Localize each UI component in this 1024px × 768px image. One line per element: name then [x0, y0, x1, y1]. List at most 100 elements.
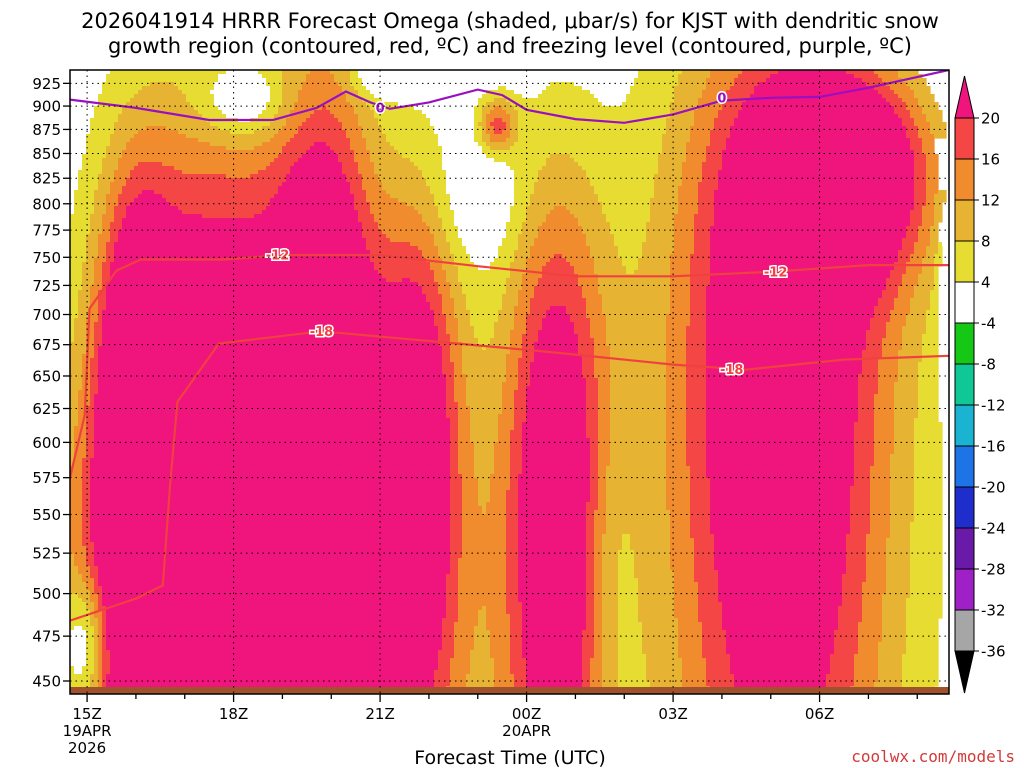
- omega-shade-cell: [890, 314, 907, 319]
- omega-shade-cell: [466, 306, 503, 311]
- omega-shade-cell: [354, 150, 371, 155]
- omega-shade-cell: [70, 654, 87, 659]
- omega-shade-cell: [450, 678, 467, 683]
- omega-shade-cell: [910, 254, 927, 259]
- omega-shade-cell: [94, 350, 99, 355]
- omega-shade-cell: [462, 238, 503, 243]
- omega-shade-cell: [94, 414, 447, 419]
- omega-shade-cell: [870, 506, 891, 511]
- omega-shade-cell: [646, 222, 675, 227]
- omega-shade-cell: [418, 282, 439, 287]
- omega-shade-cell: [618, 570, 635, 575]
- omega-shade-cell: [86, 246, 99, 251]
- omega-shade-cell: [886, 82, 907, 87]
- omega-shade-cell: [870, 470, 891, 475]
- omega-shade-cell: [594, 350, 611, 355]
- omega-shade-cell: [102, 266, 111, 271]
- omega-shade-cell: [898, 362, 919, 367]
- omega-shade-cell: [858, 650, 879, 655]
- omega-shade-cell: [434, 198, 451, 203]
- omega-shade-cell: [86, 442, 95, 447]
- omega-shade-cell: [70, 142, 87, 147]
- omega-shade-cell: [670, 290, 691, 295]
- omega-shade-cell: [914, 206, 923, 211]
- omega-shade-cell: [70, 282, 83, 287]
- omega-shade-cell: [838, 626, 859, 631]
- omega-shade-cell: [934, 198, 947, 203]
- omega-shade-cell: [98, 94, 135, 99]
- omega-shade-cell: [86, 234, 99, 239]
- omega-shade-cell: [906, 630, 939, 635]
- omega-shade-cell: [330, 146, 351, 151]
- omega-shade-cell: [354, 158, 371, 163]
- omega-shade-cell: [450, 354, 463, 359]
- omega-shade-cell: [610, 414, 667, 419]
- omega-shade-cell: [914, 490, 943, 495]
- omega-shade-cell: [450, 338, 459, 343]
- omega-shade-cell: [450, 286, 463, 291]
- omega-shade-cell: [882, 594, 911, 599]
- omega-shade-cell: [454, 398, 467, 403]
- omega-shade-cell: [910, 594, 943, 599]
- omega-shade-cell: [442, 354, 451, 359]
- omega-shade-cell: [414, 106, 475, 111]
- omega-shade-cell: [594, 594, 603, 599]
- omega-shade-cell: [666, 330, 687, 335]
- omega-shade-cell: [638, 598, 675, 603]
- omega-shade-cell: [510, 134, 519, 139]
- omega-shade-cell: [446, 186, 515, 191]
- omega-shade-cell: [618, 574, 635, 579]
- omega-shade-cell: [90, 678, 99, 683]
- omega-shade-cell: [642, 630, 679, 635]
- omega-shade-cell: [102, 646, 107, 651]
- omega-shade-cell: [78, 294, 91, 299]
- omega-shade-cell: [510, 670, 527, 675]
- omega-shade-cell: [586, 238, 615, 243]
- omega-shade-cell: [510, 626, 523, 631]
- omega-shade-cell: [70, 622, 91, 627]
- omega-shade-cell: [182, 170, 259, 175]
- omega-shade-cell: [610, 370, 667, 375]
- omega-shade-cell: [70, 490, 83, 495]
- omega-shade-cell: [434, 126, 475, 131]
- omega-shade-cell: [450, 534, 463, 539]
- omega-shade-cell: [702, 94, 727, 99]
- omega-shade-cell: [434, 234, 447, 239]
- omega-shade-cell: [710, 74, 739, 79]
- omega-shade-cell: [70, 470, 83, 475]
- omega-shade-cell: [686, 394, 707, 399]
- omega-shade-cell: [210, 142, 263, 147]
- omega-shade-cell: [610, 366, 667, 371]
- omega-shade-cell: [874, 450, 895, 455]
- omega-shade-cell: [758, 82, 867, 87]
- omega-shade-cell: [90, 378, 99, 383]
- omega-shade-cell: [374, 170, 423, 175]
- omega-shade-cell: [278, 190, 351, 195]
- omega-shade-cell: [694, 234, 711, 239]
- omega-shade-cell: [706, 470, 855, 475]
- omega-shade-cell: [618, 646, 643, 651]
- omega-shade-cell: [890, 498, 915, 503]
- omega-shade-cell: [902, 682, 939, 687]
- omega-shade-cell: [890, 526, 911, 531]
- omega-shade-cell: [902, 674, 939, 679]
- omega-shade-cell: [634, 570, 675, 575]
- omega-shade-cell: [586, 590, 595, 595]
- omega-shade-cell: [678, 630, 703, 635]
- omega-shade-cell: [926, 310, 939, 315]
- omega-shade-cell: [482, 126, 487, 131]
- omega-shade-cell: [86, 346, 95, 351]
- omega-shade-cell: [310, 146, 331, 151]
- omega-shade-cell: [862, 602, 883, 607]
- omega-shade-cell: [570, 314, 587, 319]
- omega-shade-cell: [534, 358, 583, 363]
- omega-shade-cell: [734, 122, 903, 127]
- omega-shade-cell: [326, 142, 351, 147]
- omega-shade-cell: [518, 386, 527, 391]
- omega-shade-cell: [838, 622, 859, 627]
- omega-shade-cell: [902, 330, 927, 335]
- omega-shade-cell: [598, 442, 611, 447]
- x-tick-label: 15Z: [72, 705, 101, 723]
- omega-shade-cell: [462, 290, 507, 295]
